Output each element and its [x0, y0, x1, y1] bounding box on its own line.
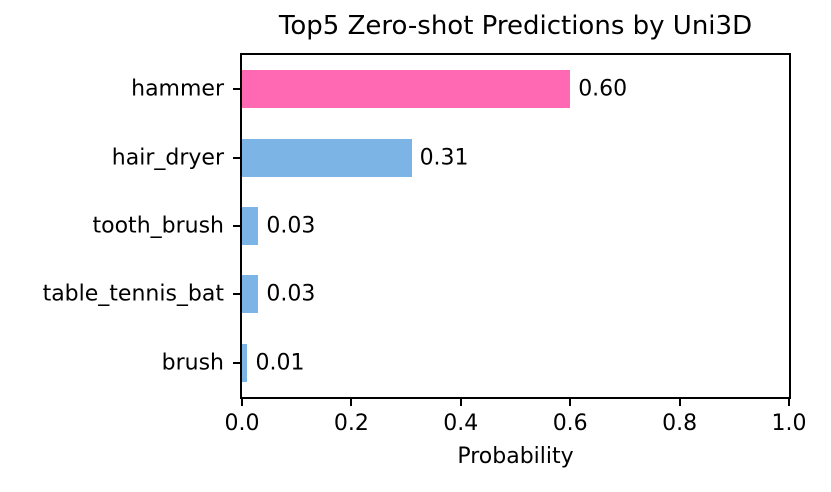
x-axis-tick	[569, 399, 572, 406]
x-tick-label: 0.4	[443, 411, 479, 436]
bar-value-label: 0.03	[266, 281, 316, 307]
bar-tooth_brush	[242, 207, 259, 245]
y-category-label-tooth_brush: tooth_brush	[92, 213, 224, 239]
y-axis-tick	[233, 293, 240, 296]
x-axis-label: Probability	[457, 444, 574, 469]
bar-brush	[242, 343, 248, 382]
y-category-label-hammer: hammer	[131, 76, 224, 102]
y-axis-tick	[233, 156, 240, 159]
x-tick-label: 0.0	[224, 411, 260, 436]
y-category-label-table_tennis_bat: table_tennis_bat	[42, 281, 224, 307]
x-axis-tick	[350, 399, 353, 406]
x-axis-tick	[241, 399, 243, 406]
x-tick-label: 0.2	[333, 411, 369, 436]
y-axis-tick	[233, 361, 240, 364]
bar-value-label: 0.03	[266, 213, 316, 239]
bar-value-label: 0.31	[419, 145, 469, 171]
y-axis-tick	[233, 225, 240, 227]
bar-table_tennis_bat	[242, 275, 259, 314]
bar-value-label: 0.60	[578, 76, 628, 102]
bar-hair_dryer	[242, 138, 412, 177]
plot-area: 0.60 hammer 0.31 hair_dryer 0.03 tooth_brush 0…	[43, 53, 807, 436]
y-category-label-brush: brush	[161, 350, 224, 376]
y-axis-tick	[233, 88, 240, 91]
x-tick-label: 0.6	[552, 411, 588, 436]
y-category-label-hair_dryer: hair_dryer	[111, 145, 224, 171]
x-tick-label: 0.8	[662, 411, 698, 436]
bar-value-label: 0.01	[255, 350, 305, 376]
x-axis-tick	[788, 399, 790, 406]
x-tick-label: 1.0	[771, 411, 807, 436]
chart-title: Top5 Zero-shot Predictions by Uni3D	[278, 11, 753, 41]
bar-hammer	[242, 70, 571, 109]
x-axis-tick	[459, 399, 462, 406]
x-axis-tick	[678, 399, 681, 406]
